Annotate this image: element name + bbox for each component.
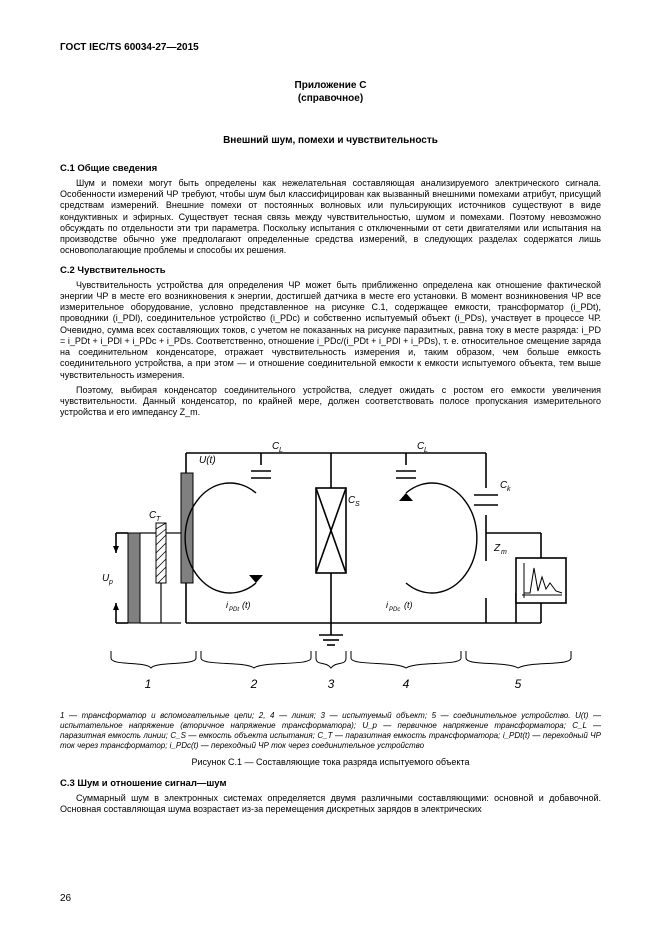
section-c1-head: С.1 Общие сведения bbox=[60, 163, 601, 175]
figure-c1: i PDt (t) i PDc (t) U p U(t) C T C L C L… bbox=[60, 433, 601, 703]
svg-text:U(t): U(t) bbox=[199, 455, 216, 466]
svg-text:3: 3 bbox=[327, 677, 334, 691]
svg-text:1: 1 bbox=[144, 677, 151, 691]
svg-text:m: m bbox=[501, 549, 507, 556]
svg-text:PDc: PDc bbox=[389, 607, 400, 613]
section-c2-head: С.2 Чувствительность bbox=[60, 265, 601, 277]
svg-text:L: L bbox=[424, 447, 428, 454]
svg-text:S: S bbox=[355, 501, 360, 508]
svg-text:4: 4 bbox=[402, 677, 409, 691]
svg-text:(t): (t) bbox=[242, 600, 251, 610]
annex-header: Приложение С (справочное) bbox=[60, 79, 601, 105]
figure-c1-legend: 1 — трансформатор и вспомогательные цепи… bbox=[60, 711, 601, 751]
svg-text:k: k bbox=[507, 486, 511, 493]
figure-c1-svg: i PDt (t) i PDc (t) U p U(t) C T C L C L… bbox=[86, 433, 576, 703]
svg-text:2: 2 bbox=[249, 677, 257, 691]
svg-text:p: p bbox=[108, 579, 113, 586]
svg-text:(t): (t) bbox=[404, 600, 413, 610]
section-c3-para1: Суммарный шум в электронных системах опр… bbox=[60, 793, 601, 816]
document-id: ГОСТ IEC/TS 60034-27—2015 bbox=[60, 42, 601, 55]
svg-text:T: T bbox=[156, 516, 161, 523]
section-c2-para1: Чувствительность устройства для определе… bbox=[60, 280, 601, 381]
section-c1-para1: Шум и помехи могут быть определены как н… bbox=[60, 178, 601, 257]
figure-c1-caption: Рисунок С.1 — Составляющие тока разряда … bbox=[60, 757, 601, 768]
svg-text:5: 5 bbox=[514, 677, 521, 691]
page-number: 26 bbox=[60, 893, 71, 906]
svg-text:L: L bbox=[279, 447, 283, 454]
annex-title: Внешний шум, помехи и чувствительность bbox=[60, 135, 601, 148]
svg-text:PDt: PDt bbox=[229, 607, 239, 613]
svg-text:Z: Z bbox=[493, 543, 501, 554]
section-c3-head: С.3 Шум и отношение сигнал—шум bbox=[60, 778, 601, 790]
annex-line2: (справочное) bbox=[298, 93, 363, 104]
annex-line1: Приложение С bbox=[295, 80, 367, 91]
section-c2-para2: Поэтому, выбирая конденсатор соединитель… bbox=[60, 385, 601, 419]
page: { "doc_id": "ГОСТ IEC/TS 60034-27—2015",… bbox=[0, 0, 661, 935]
